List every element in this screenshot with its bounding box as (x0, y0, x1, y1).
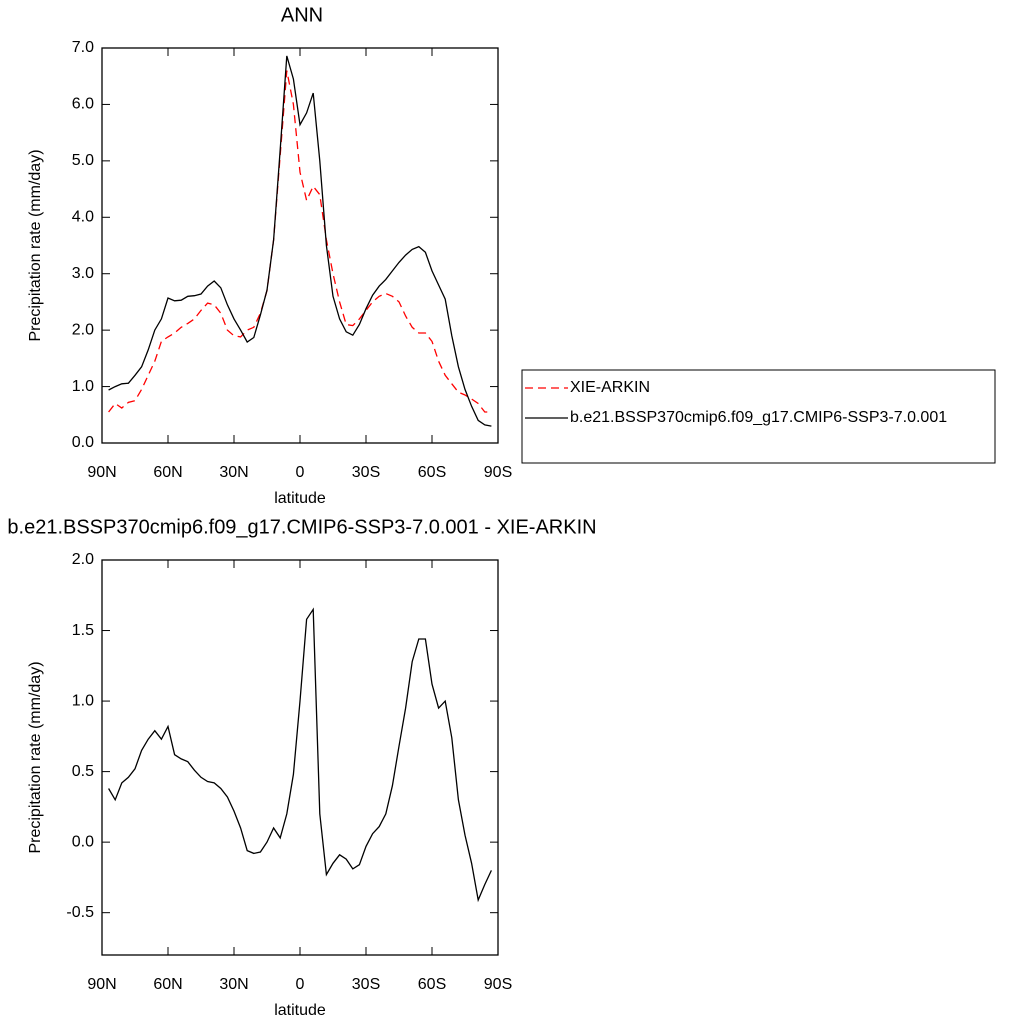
x-tick-label: 90N (87, 976, 116, 993)
chart-title: ANN (281, 4, 323, 26)
y-tick-label: 1.5 (72, 622, 94, 639)
y-tick-label: 0.5 (72, 763, 94, 780)
x-tick-label: 30S (352, 464, 380, 481)
x-tick-label: 90S (484, 976, 512, 993)
x-tick-label: 60S (418, 464, 446, 481)
y-axis-label: Precipitation rate (mm/day) (27, 661, 44, 853)
y-tick-label: 0.0 (72, 434, 94, 451)
x-tick-label: 0 (296, 976, 305, 993)
x-tick-label: 60S (418, 976, 446, 993)
data-line (108, 55, 492, 427)
x-tick-label: 90N (87, 464, 116, 481)
y-tick-label: 0.0 (72, 833, 94, 850)
plot-frame (101, 559, 499, 956)
y-tick-label: 5.0 (72, 152, 94, 169)
y-tick-label: 6.0 (72, 96, 94, 113)
y-tick-label: 7.0 (72, 39, 94, 56)
y-tick-label: 1.0 (72, 378, 94, 395)
x-tick-label: 60N (153, 976, 182, 993)
y-tick-label: -0.5 (66, 904, 94, 921)
legend-label: b.e21.BSSP370cmip6.f09_g17.CMIP6-SSP3-7.… (570, 409, 947, 426)
x-tick-label: 30N (219, 976, 248, 993)
chart-title: b.e21.BSSP370cmip6.f09_g17.CMIP6-SSP3-7.… (7, 516, 596, 538)
y-tick-label: 1.0 (72, 692, 94, 709)
data-line (108, 70, 492, 413)
x-axis-label: latitude (274, 1002, 326, 1019)
y-axis-label: Precipitation rate (mm/day) (27, 149, 44, 341)
x-tick-label: 30S (352, 976, 380, 993)
x-tick-label: 60N (153, 464, 182, 481)
y-tick-label: 2.0 (72, 321, 94, 338)
legend-box (521, 369, 996, 464)
x-tick-label: 0 (296, 464, 305, 481)
y-tick-label: 3.0 (72, 265, 94, 282)
y-tick-label: 4.0 (72, 209, 94, 226)
plot-frame (101, 47, 499, 444)
legend-label: XIE-ARKIN (570, 379, 650, 396)
x-axis-label: latitude (274, 490, 326, 507)
y-tick-label: 2.0 (72, 551, 94, 568)
x-tick-label: 90S (484, 464, 512, 481)
x-tick-label: 30N (219, 464, 248, 481)
data-line (108, 607, 492, 903)
